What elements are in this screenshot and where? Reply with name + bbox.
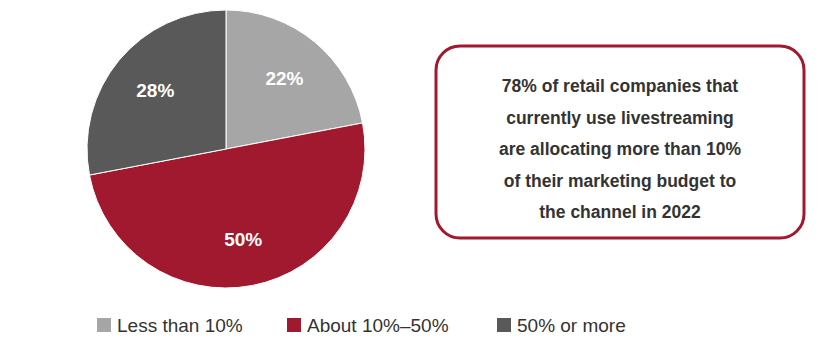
data-labels: 22% 50% 28% (136, 68, 303, 250)
chart-svg: 22% 50% 28% 78% of retail companies that cur… (0, 0, 838, 344)
annotation: 78% of retail companies that currently us… (436, 46, 804, 238)
pie-slice (87, 10, 226, 175)
chart-container: 22% 50% 28% 78% of retail companies that cur… (0, 0, 838, 344)
legend-label: Less than 10% (117, 315, 243, 336)
legend-swatch (287, 318, 301, 332)
annotation-text: the channel in 2022 (539, 202, 701, 222)
legend-swatch (97, 318, 111, 332)
annotation-text: 78% of retail companies that (502, 76, 738, 96)
legend-label: 50% or more (517, 315, 626, 336)
data-label: 50% (224, 229, 262, 250)
annotation-text: are allocating more than 10% (499, 139, 742, 159)
slices (87, 10, 365, 288)
data-label: 28% (136, 80, 174, 101)
legend-label: About 10%–50% (307, 315, 449, 336)
legend: Less than 10% About 10%–50% 50% or more (97, 315, 626, 336)
annotation-box (436, 46, 804, 238)
annotation-text: of their marketing budget to (504, 171, 736, 191)
legend-swatch (497, 318, 511, 332)
data-label: 22% (265, 68, 303, 89)
page: {"chart_data": {"type": "pie", "categori… (0, 0, 838, 344)
annotation-text: currently use livestreaming (506, 108, 734, 128)
